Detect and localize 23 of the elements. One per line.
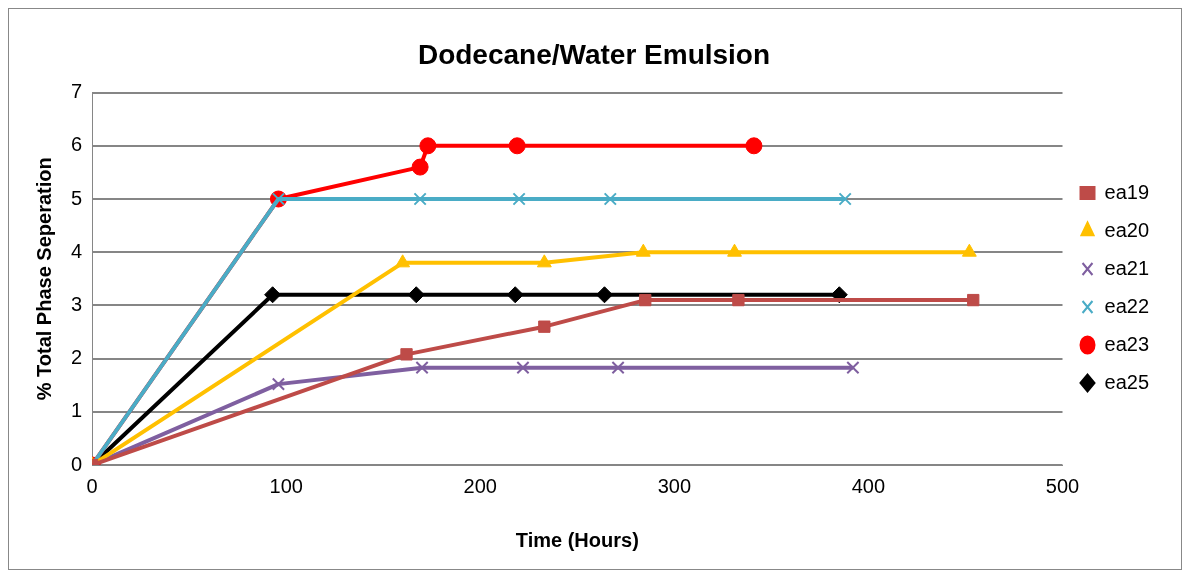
x-tick-label: 100 — [269, 474, 303, 497]
y-tick-label: 0 — [71, 452, 83, 475]
x-tick-label: 300 — [657, 474, 692, 497]
legend-label: ea23 — [1104, 332, 1150, 355]
legend-label: ea25 — [1104, 370, 1150, 393]
y-axis-title: % Total Phase Seperation — [32, 157, 55, 401]
y-tick-label: 1 — [71, 399, 83, 422]
legend-label: ea19 — [1104, 180, 1150, 203]
y-tick-label: 7 — [71, 80, 83, 103]
x-tick-label: 500 — [1045, 474, 1080, 497]
y-tick-label: 3 — [71, 292, 83, 315]
y-tick-label: 2 — [71, 346, 83, 369]
x-tick-label: 400 — [851, 474, 886, 497]
x-tick-label: 0 — [86, 474, 98, 497]
y-tick-label: 4 — [71, 239, 83, 262]
legend-label: ea22 — [1104, 294, 1150, 317]
x-axis-title: Time (Hours) — [515, 528, 639, 551]
y-tick-label: 6 — [71, 133, 83, 156]
chart-title: Dodecane/Water Emulsion — [417, 38, 771, 70]
legend-label: ea21 — [1104, 256, 1150, 279]
legend-label: ea20 — [1104, 218, 1150, 241]
y-tick-label: 5 — [71, 186, 83, 209]
x-tick-label: 200 — [463, 474, 497, 497]
